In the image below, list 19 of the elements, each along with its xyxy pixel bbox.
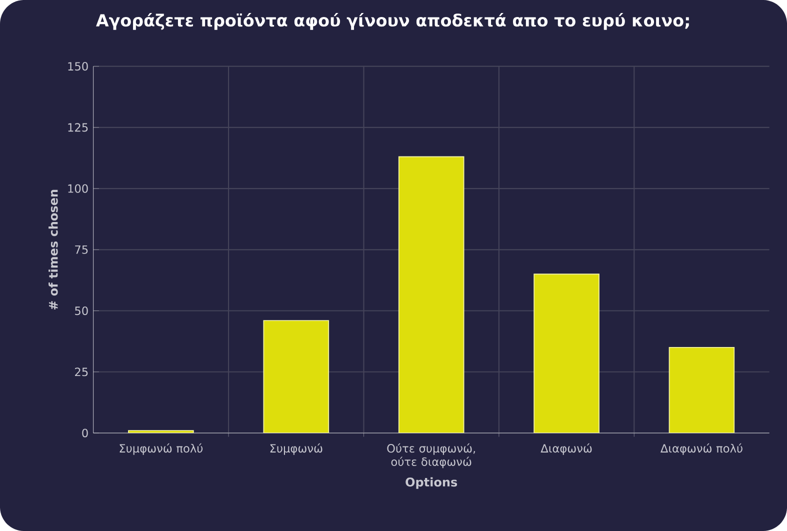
bar [534,274,600,433]
y-tick-label: 25 [75,368,88,376]
y-tick-label: 100 [68,184,88,193]
bar [668,346,735,433]
y-tick-label: 125 [68,123,88,132]
x-tick-label: Διαφωνώ [540,443,592,455]
x-tick-label: Διαφωνώ πολύ [660,443,742,455]
chart-title: Αγοράζετε προϊόντα αφού γίνουν αποδεκτά απο το ευρύ κοινο; [96,13,689,30]
x-axis-title: Options [406,477,458,489]
bar [398,156,464,433]
y-tick-label: 150 [68,62,88,71]
y-tick-label: 75 [75,245,88,254]
x-tick-label: Συμφωνώ πολύ [120,443,203,455]
x-tick-label: Συμφωνώ [270,443,322,455]
bar [263,320,330,433]
x-tick-label: Ούτε συμφωνώ, ούτε διαφωνώ [387,443,476,468]
y-tick-label: 0 [82,428,88,438]
y-axis-title: # of times chosen [48,190,58,310]
y-tick-label: 50 [75,306,88,316]
